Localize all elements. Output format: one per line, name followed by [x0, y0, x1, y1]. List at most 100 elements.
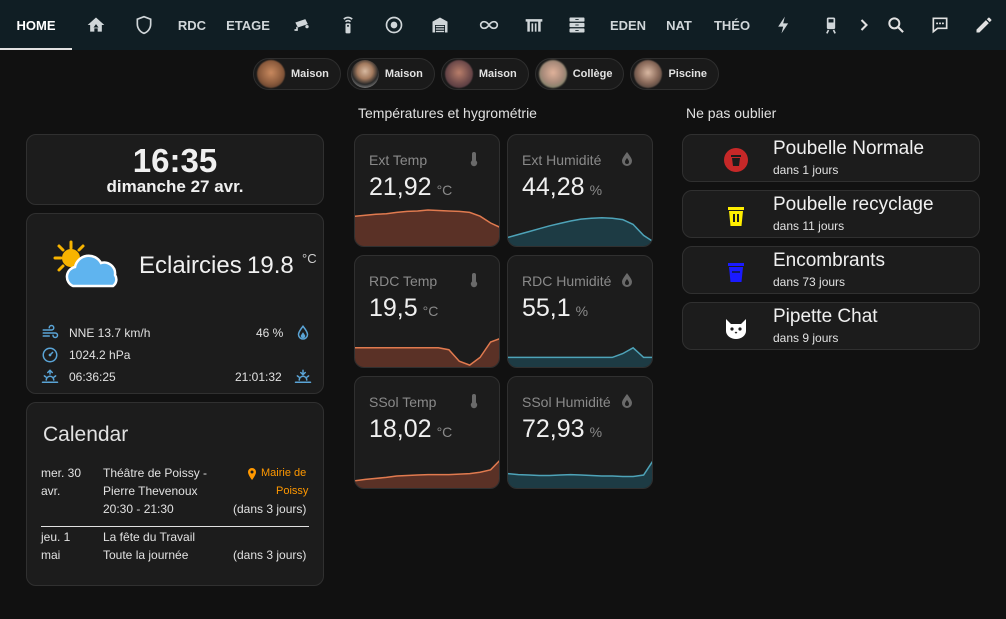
sensor-card[interactable]: RDC Humidité 55,1% [507, 255, 653, 368]
person-chip[interactable]: Maison [346, 58, 435, 90]
trash-can-icon [724, 148, 748, 172]
sensor-card[interactable]: SSol Humidité 72,93% [507, 376, 653, 489]
person-location: Maison [384, 68, 423, 80]
tab-dresser[interactable] [554, 0, 600, 50]
sensor-history-area [355, 210, 499, 246]
sensor-unit: % [575, 303, 589, 319]
sensor-value-row: 55,1% [522, 294, 588, 323]
tab-label: HOME [16, 17, 56, 33]
tab-remote[interactable] [324, 0, 372, 50]
person-chip[interactable]: Piscine [630, 58, 719, 90]
lightning-icon [778, 16, 789, 34]
sensor-unit: % [589, 424, 603, 440]
thermometer-icon [470, 273, 478, 288]
sensor-unit: °C [436, 424, 453, 440]
sensor-history-graph [508, 216, 652, 246]
tab-house[interactable] [72, 0, 120, 50]
top-navigation: HOME RDC ETAGE EDEN NAT THÉO [0, 0, 1006, 50]
tab-home[interactable]: HOME [0, 0, 72, 50]
event-month: avr. [41, 484, 61, 498]
chat-icon [932, 17, 948, 34]
event-title-cont[interactable]: Pierre Thevenoux [103, 484, 198, 498]
sensor-card[interactable]: SSol Temp 18,02 °C [354, 376, 500, 489]
sensor-value: 21,92 [369, 173, 432, 201]
sensor-history-area [355, 461, 499, 488]
cctv-icon [294, 19, 309, 31]
reminder-due: dans 9 jours [773, 331, 839, 345]
tab-label: ETAGE [226, 17, 270, 33]
sensor-unit: °C [422, 303, 439, 319]
sensor-value-row: 19,5 °C [369, 294, 438, 323]
tab-energy[interactable] [762, 0, 806, 50]
tab-rdc[interactable]: RDC [168, 0, 216, 50]
reminder-due: dans 1 jours [773, 163, 839, 177]
event-time: 20:30 - 21:30 [103, 502, 174, 516]
sensor-card[interactable]: Ext Humidité 44,28% [507, 134, 653, 247]
shield-icon [136, 15, 152, 35]
tab-garage[interactable] [416, 0, 464, 50]
tab-vacuum[interactable] [372, 0, 416, 50]
trash-bin-icon [728, 263, 744, 282]
reminder-card[interactable]: Poubelle Normale dans 1 jours [682, 134, 980, 182]
search-button[interactable] [874, 0, 918, 50]
edit-dashboard-button[interactable] [962, 0, 1006, 50]
reminder-card[interactable]: Pipette Chat dans 9 jours [682, 302, 980, 350]
sensors-title: Températures et hygrométrie [358, 105, 537, 121]
sensor-unit: °C [436, 182, 453, 198]
reminder-card[interactable]: Encombrants dans 73 jours [682, 246, 980, 294]
calendar-title: Calendar [43, 423, 129, 446]
pencil-icon [976, 17, 992, 33]
person-chip[interactable]: Collège [534, 58, 625, 90]
tab-label: NAT [666, 17, 692, 33]
sensor-card[interactable]: Ext Temp 21,92 °C [354, 134, 500, 247]
clock-date: dimanche 27 avr. [106, 177, 244, 196]
event-location-cont[interactable]: Poissy [276, 485, 309, 497]
gate-icon [525, 19, 543, 32]
cat-icon [726, 319, 746, 339]
sensor-value-row: 44,28% [522, 173, 602, 202]
sensor-value: 55,1 [522, 294, 571, 322]
event-time: Toute la journée [103, 548, 189, 562]
event-day: jeu. 1 [41, 530, 71, 544]
sunset-icon [294, 369, 312, 383]
sensor-history-area [355, 338, 499, 367]
location-pin-icon [248, 468, 256, 480]
tab-train[interactable] [806, 0, 856, 50]
event-title[interactable]: Théâtre de Poissy - [103, 466, 208, 480]
sensor-name: SSol Temp [369, 394, 437, 410]
event-location[interactable]: Mairie de [261, 467, 307, 479]
divider [41, 526, 309, 527]
event-title[interactable]: La fête du Travail [103, 530, 196, 544]
tab-infinity[interactable] [464, 0, 514, 50]
sensor-card[interactable]: RDC Temp 19,5 °C [354, 255, 500, 368]
person-chip[interactable]: Maison [253, 58, 341, 90]
tab-nat[interactable]: NAT [656, 0, 702, 50]
thermometer-icon [470, 394, 478, 409]
tab-theo[interactable]: THÉO [702, 0, 762, 50]
weather-condition: Eclaircies [139, 252, 242, 279]
event-relative: (dans 3 jours) [233, 548, 307, 562]
person-location: Maison [291, 68, 329, 80]
weather-wind: NNE 13.7 km/h [69, 326, 151, 340]
tabs-scroll-right[interactable] [854, 0, 874, 50]
tab-eden[interactable]: EDEN [600, 0, 656, 50]
assist-button[interactable] [918, 0, 962, 50]
tab-cctv[interactable] [280, 0, 324, 50]
weather-card[interactable]: Eclaircies 19.8 °C NNE 13.7 km/h 46 % 10… [26, 213, 324, 394]
tab-security[interactable] [120, 0, 168, 50]
sensor-history-line [355, 338, 499, 366]
clock-time: 16:35 [132, 142, 218, 179]
reminder-card[interactable]: Poubelle recyclage dans 11 jours [682, 190, 980, 238]
gauge-icon [42, 347, 58, 363]
person-chip[interactable]: Maison [440, 58, 529, 90]
tab-etage[interactable]: ETAGE [216, 0, 280, 50]
sunrise-icon [41, 369, 59, 383]
person-location: Collège [572, 68, 613, 80]
sensor-value: 19,5 [369, 294, 418, 322]
tab-gate[interactable] [514, 0, 554, 50]
avatar [350, 60, 379, 88]
sensor-history-line [355, 209, 499, 228]
tab-label: THÉO [713, 17, 751, 33]
garage-icon [432, 17, 448, 33]
infinity-icon [479, 20, 499, 30]
